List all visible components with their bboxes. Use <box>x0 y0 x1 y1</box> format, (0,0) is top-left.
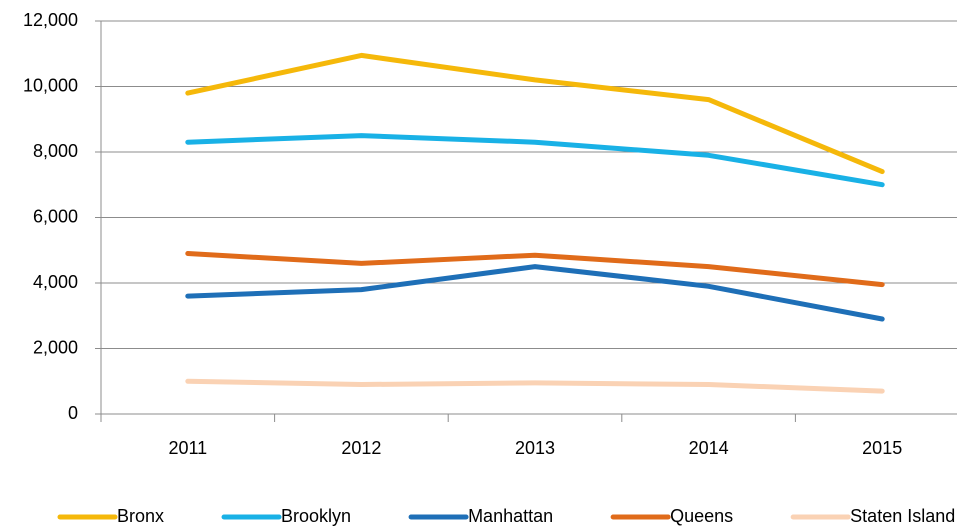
y-tick-label: 12,000 <box>23 10 78 30</box>
legend-label: Queens <box>670 506 733 526</box>
legend-label: Bronx <box>117 506 164 526</box>
x-tick-label: 2014 <box>689 438 729 458</box>
series-line <box>185 251 885 288</box>
legend-label: Brooklyn <box>281 506 351 526</box>
series-line <box>185 52 885 175</box>
y-tick-label: 10,000 <box>23 75 78 95</box>
y-tick-label: 8,000 <box>33 141 78 161</box>
series-line <box>185 133 885 188</box>
x-tick-label: 2011 <box>168 438 207 458</box>
y-tick-label: 0 <box>68 403 78 423</box>
y-tick-label: 2,000 <box>33 337 78 357</box>
x-tick-label: 2013 <box>515 438 555 458</box>
legend-label: Manhattan <box>468 506 553 526</box>
y-tick-label: 4,000 <box>33 272 78 292</box>
legend-label: Staten Island <box>850 506 955 526</box>
x-tick-label: 2012 <box>341 438 381 458</box>
series-line <box>185 264 885 322</box>
series-line <box>185 378 885 394</box>
y-tick-label: 6,000 <box>33 206 78 226</box>
x-tick-label: 2015 <box>862 438 902 458</box>
